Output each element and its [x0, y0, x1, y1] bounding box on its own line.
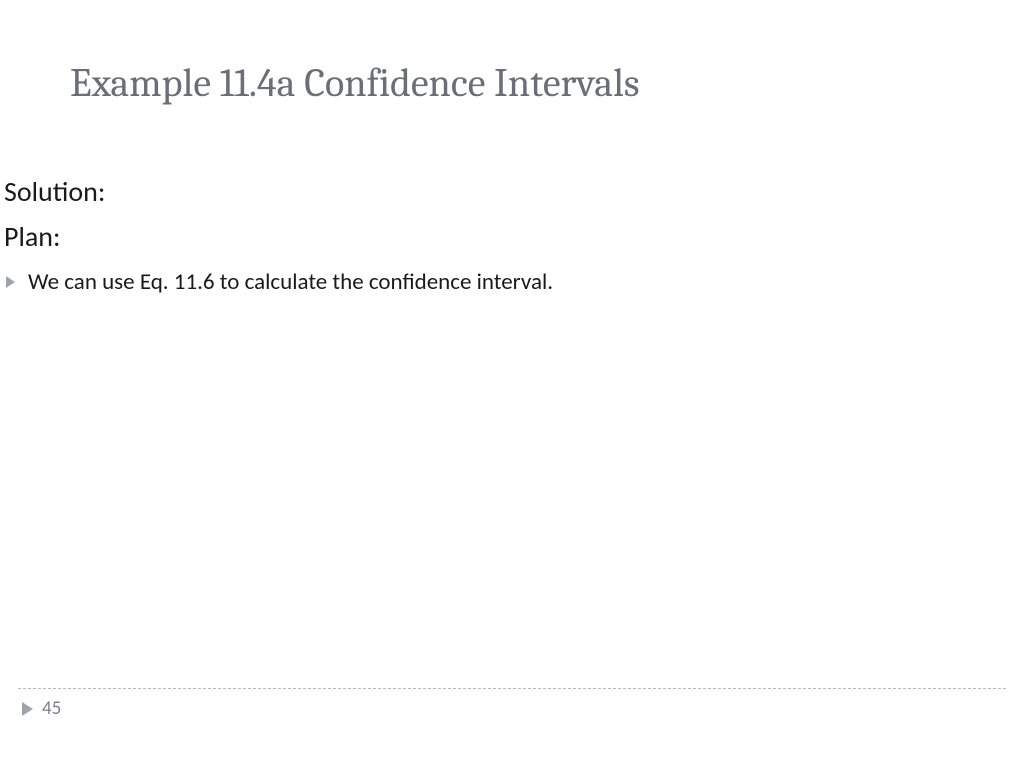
- triangle-bullet-icon: [6, 276, 16, 288]
- bullet-text: We can use Eq. 11.6 to calculate the con…: [28, 267, 553, 298]
- solution-heading: Solution:: [0, 172, 1024, 213]
- slide-title: Example 11.4a Confidence Intervals: [70, 60, 640, 106]
- footer-inner: 45: [18, 689, 1006, 720]
- bullet-item: We can use Eq. 11.6 to calculate the con…: [0, 267, 1024, 298]
- footer-triangle-icon: [22, 702, 34, 716]
- slide: Example 11.4a Confidence Intervals Solut…: [0, 0, 1024, 768]
- slide-body: Solution: Plan: We can use Eq. 11.6 to c…: [0, 172, 1024, 298]
- page-number: 45: [42, 697, 61, 720]
- plan-heading: Plan:: [0, 217, 1024, 258]
- slide-footer: 45: [18, 688, 1006, 720]
